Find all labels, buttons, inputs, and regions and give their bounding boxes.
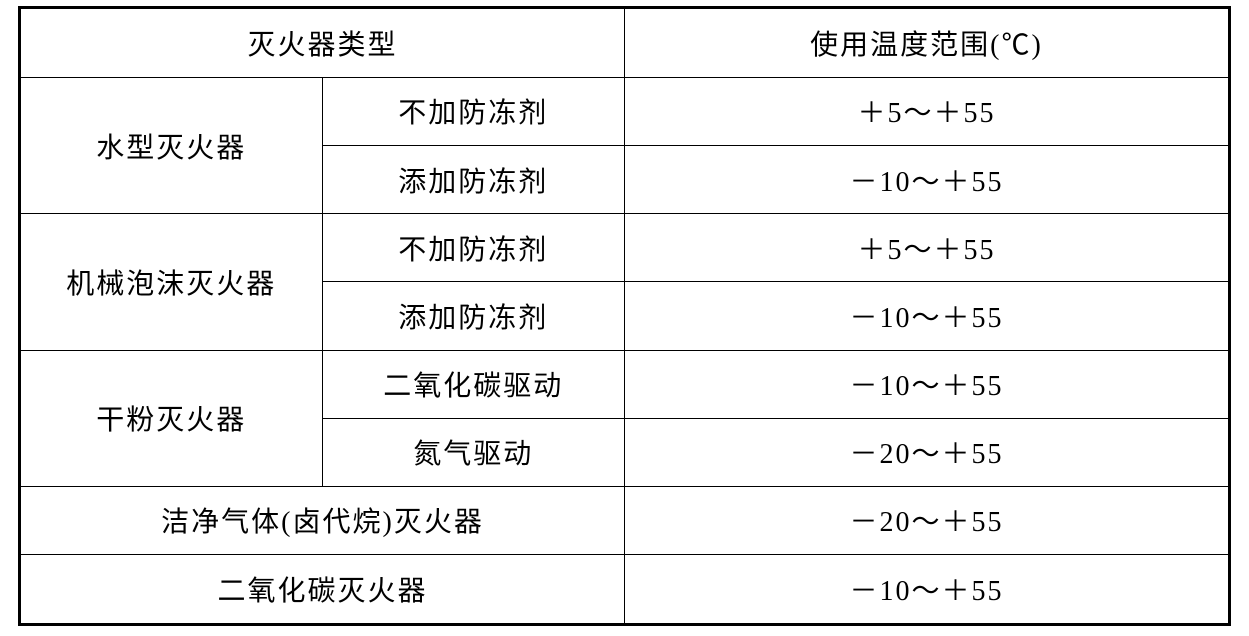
fire-extinguisher-temp-table: 灭火器类型 使用温度范围(℃) 水型灭火器 不加防冻剂 ＋5～＋55 添加防冻剂… — [18, 6, 1231, 626]
range-cell: －20～＋55 — [625, 418, 1230, 486]
range-cell: －20～＋55 — [625, 486, 1230, 554]
range-cell: ＋5～＋55 — [625, 77, 1230, 145]
table-row: 水型灭火器 不加防冻剂 ＋5～＋55 — [20, 77, 1230, 145]
range-cell: －10～＋55 — [625, 146, 1230, 214]
subtype-cell: 不加防冻剂 — [322, 77, 625, 145]
range-cell: －10～＋55 — [625, 555, 1230, 625]
subtype-cell: 不加防冻剂 — [322, 214, 625, 282]
range-cell: －10～＋55 — [625, 350, 1230, 418]
subtype-cell: 添加防冻剂 — [322, 282, 625, 350]
header-range: 使用温度范围(℃) — [625, 8, 1230, 78]
subtype-cell: 添加防冻剂 — [322, 146, 625, 214]
type-cell: 干粉灭火器 — [20, 350, 323, 486]
table-row: 二氧化碳灭火器 －10～＋55 — [20, 555, 1230, 625]
subtype-cell: 氮气驱动 — [322, 418, 625, 486]
subtype-cell: 二氧化碳驱动 — [322, 350, 625, 418]
header-type: 灭火器类型 — [20, 8, 625, 78]
table-row: 机械泡沫灭火器 不加防冻剂 ＋5～＋55 — [20, 214, 1230, 282]
range-cell: －10～＋55 — [625, 282, 1230, 350]
table-header-row: 灭火器类型 使用温度范围(℃) — [20, 8, 1230, 78]
type-cell: 洁净气体(卤代烷)灭火器 — [20, 486, 625, 554]
type-cell: 二氧化碳灭火器 — [20, 555, 625, 625]
range-cell: ＋5～＋55 — [625, 214, 1230, 282]
type-cell: 水型灭火器 — [20, 77, 323, 213]
type-cell: 机械泡沫灭火器 — [20, 214, 323, 350]
table-row: 洁净气体(卤代烷)灭火器 －20～＋55 — [20, 486, 1230, 554]
table-row: 干粉灭火器 二氧化碳驱动 －10～＋55 — [20, 350, 1230, 418]
